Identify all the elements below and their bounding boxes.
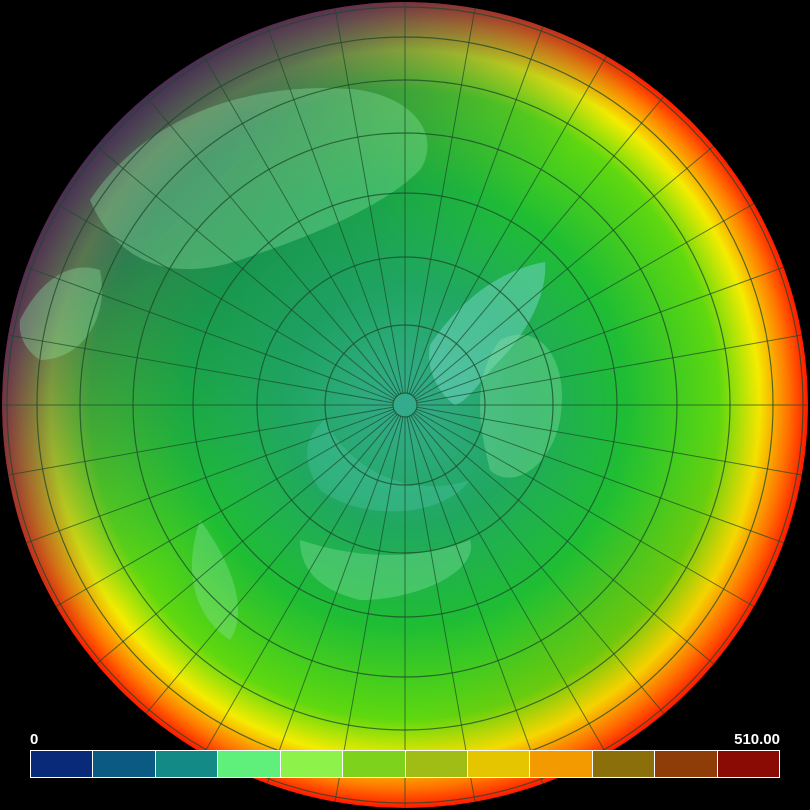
colorbar-segment [467,751,531,777]
colorbar-segment [343,751,406,777]
meridian-line [413,412,715,665]
colorbar-segment [592,751,656,777]
colorbar-min-label: 0 [30,731,39,748]
colorbar [30,750,780,778]
meridian-line [203,55,400,395]
meridian-line [55,203,395,400]
meridian-line [95,145,397,398]
polar-ice [307,420,470,512]
meridian-line [145,95,398,397]
meridian-line [415,410,755,607]
meridian-line [416,266,784,402]
meridian-line [406,8,476,394]
polar-cap [429,262,546,405]
meridian-line [406,416,476,802]
colorbar-segment [93,751,156,777]
colorbar-segment [31,751,94,777]
meridian-line [266,416,402,784]
meridian-line [334,416,404,802]
meridian-line [26,408,394,544]
meridian-line [415,203,755,400]
meridian-line [410,55,607,395]
meridian-line [334,8,404,394]
meridian-line [410,415,607,755]
meridian-line [413,145,715,398]
colorbar-segment [155,751,219,777]
colorbar-segment [530,751,593,777]
meridian-line [412,95,665,397]
meridian-line [412,413,665,715]
meridian-line [408,26,544,394]
colorbar-max-label: 510.00 [734,731,780,748]
meridian-line [95,412,397,665]
meridian-line [203,415,400,755]
colorbar-segment [218,751,281,777]
meridian-line [416,406,802,476]
meridian-line [266,26,402,394]
meridian-line [26,266,394,402]
meridian-line [55,410,395,607]
colorbar-segment [405,751,468,777]
colorbar-segment [655,751,718,777]
meridian-line [408,416,544,784]
meridian-line [416,408,784,544]
colorbar-segment [280,751,344,777]
meridian-line [416,334,802,404]
meridian-line [145,413,398,715]
meridian-line [8,334,394,404]
colorbar-segment [717,751,780,777]
meridian-line [8,406,394,476]
